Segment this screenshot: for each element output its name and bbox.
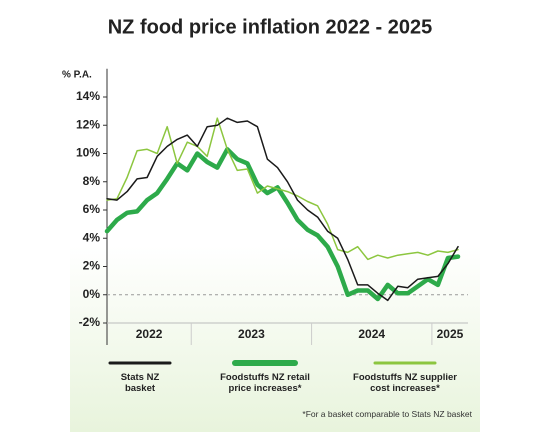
chart-title: NZ food price inflation 2022 - 2025 — [108, 16, 433, 38]
y-tick-label: 4% — [83, 230, 101, 244]
x-tick-label: 2024 — [358, 327, 385, 341]
y-tick-label: 8% — [83, 174, 101, 188]
x-tick-label: 2022 — [136, 327, 163, 341]
footnote: *For a basket comparable to Stats NZ bas… — [302, 409, 472, 419]
y-axis-label: % P.A. — [62, 70, 92, 81]
y-tick-label: -2% — [79, 315, 101, 329]
y-tick-label: 2% — [83, 259, 101, 273]
series-line — [106, 117, 459, 261]
y-tick-label: 14% — [76, 89, 100, 103]
y-tick-label: 6% — [83, 202, 101, 216]
legend-label: Stats NZ basket — [120, 372, 160, 394]
y-tick-label: 12% — [76, 117, 100, 131]
legend-label: Foodstuffs NZ retail price increases* — [220, 372, 310, 394]
y-tick-label: 0% — [83, 287, 101, 301]
x-tick-label: 2023 — [238, 327, 265, 341]
y-tick-label: 10% — [76, 146, 100, 160]
legend-label: Foodstuffs NZ supplier cost increases* — [353, 372, 457, 394]
x-tick-label: 2025 — [437, 327, 464, 341]
series-line — [104, 147, 461, 302]
background — [70, 60, 480, 432]
series-line — [106, 117, 459, 302]
